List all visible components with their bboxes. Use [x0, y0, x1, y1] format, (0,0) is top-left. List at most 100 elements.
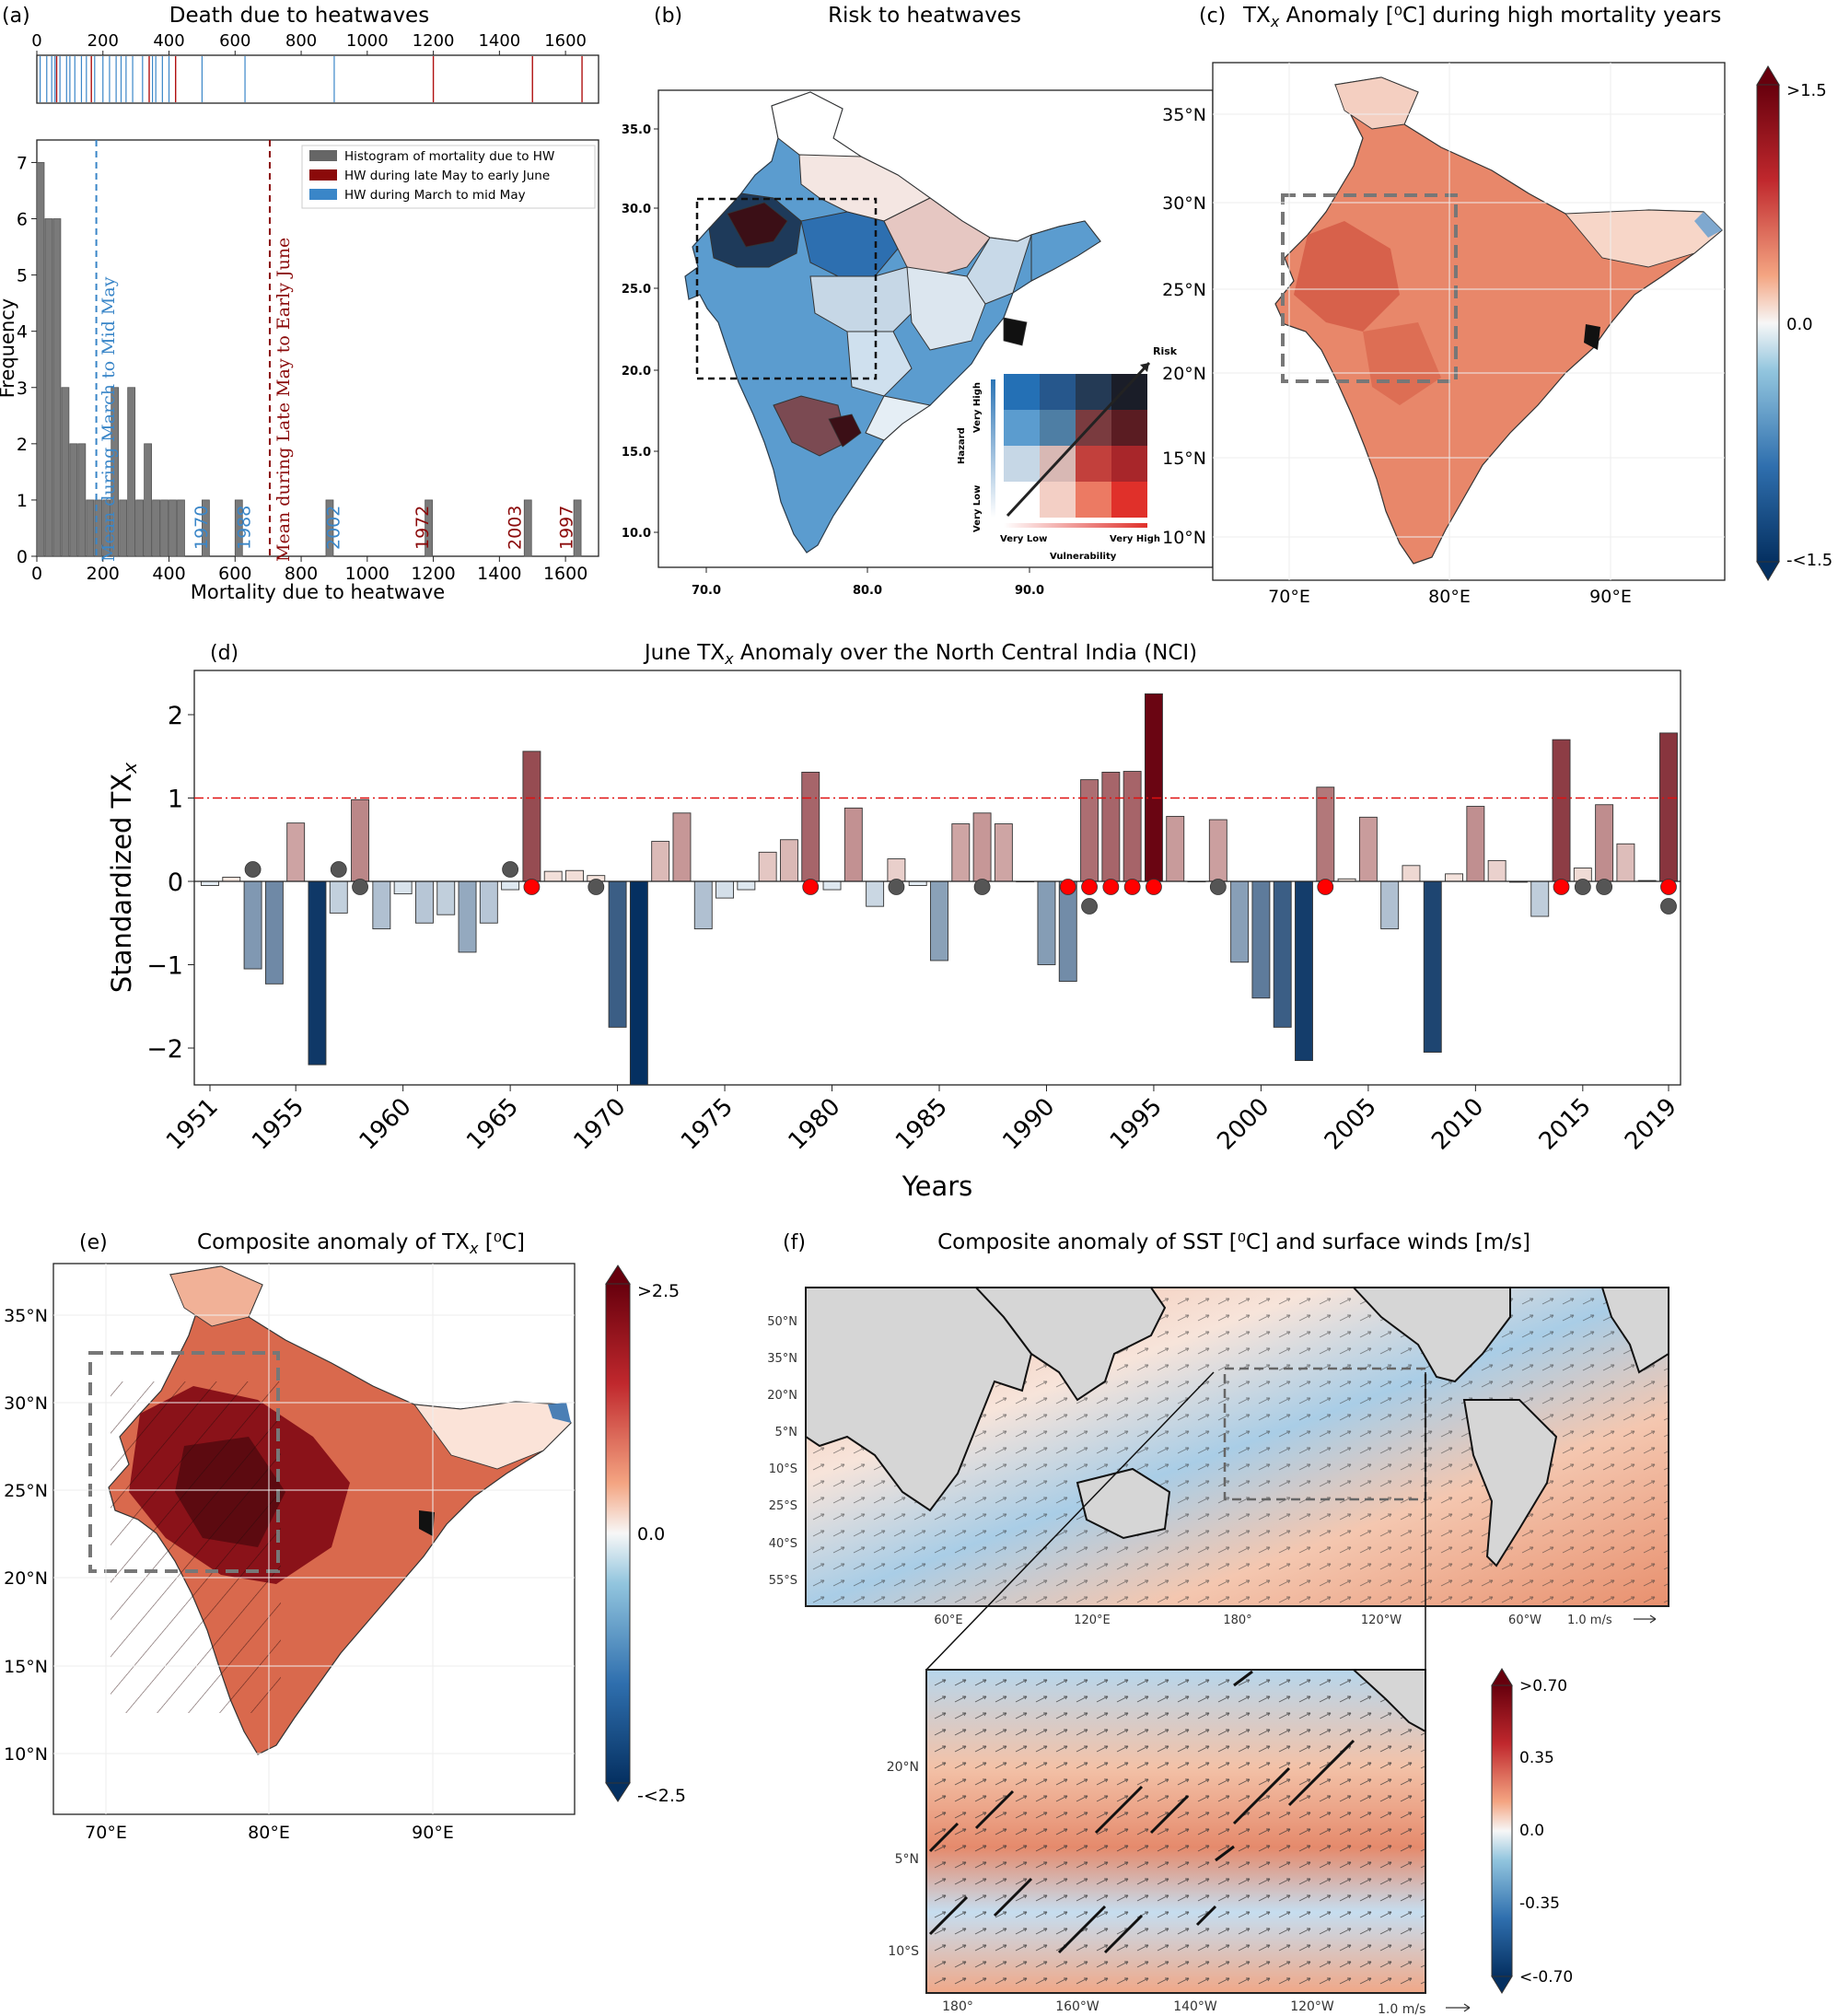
- anomaly-bar: [222, 877, 241, 882]
- lat-tick-label: 10°N: [4, 1744, 48, 1765]
- lon-tick-label: 120°E: [1074, 1614, 1111, 1627]
- x-tick-label: 1951: [161, 1093, 224, 1156]
- y-tick-label: 7: [17, 153, 28, 173]
- panel-c-title: TXx Anomaly [⁰C] during high mortality y…: [1242, 4, 1721, 30]
- colorbar-e: >2.5 0.0 -<2.5: [605, 1264, 686, 1806]
- grey-marker: [888, 879, 905, 895]
- composite-map-lat-ticks: 35°N 30°N 25°N 20°N 15°N 10°N: [4, 1306, 575, 1765]
- lat-tick-label: 25°N: [1162, 280, 1206, 300]
- year-label: 1972: [413, 506, 433, 550]
- lat-tick-label: 25°N: [4, 1481, 48, 1501]
- anomaly-bar: [994, 823, 1013, 882]
- histogram-bar: [135, 499, 145, 557]
- histogram-bar: [177, 499, 185, 557]
- anomaly-bar: [1037, 880, 1056, 965]
- grey-marker: [1574, 879, 1591, 895]
- lat-tick-label: 25.0: [622, 283, 651, 297]
- anomaly-bar: [1487, 859, 1506, 882]
- y-tick-label: 1: [168, 786, 183, 814]
- txx-map-lon-ticks: 70°E 80°E 90°E: [1268, 63, 1632, 607]
- lat-tick-label: 10°N: [1162, 528, 1206, 548]
- anomaly-bar: [951, 823, 971, 882]
- panel-b-title: Risk to heatwaves: [828, 4, 1021, 28]
- grey-marker: [1209, 879, 1227, 895]
- grey-marker: [502, 861, 519, 878]
- anomaly-bar: [458, 880, 477, 953]
- histogram-bar: [234, 499, 243, 557]
- red-marker: [1081, 879, 1098, 895]
- anomaly-bar: [264, 880, 284, 985]
- red-marker: [1553, 879, 1570, 895]
- y-tick-label: 5: [17, 266, 28, 286]
- cbar-c-zero: 0.0: [1786, 315, 1813, 334]
- lon-tick-label: 120°W: [1361, 1614, 1402, 1627]
- y-tick-label: 2: [17, 435, 28, 455]
- year-label: 1988: [234, 506, 254, 550]
- y-tick-label: 3: [17, 379, 28, 399]
- lon-tick-label: 80.0: [853, 584, 882, 598]
- zoom-line-left: [925, 1371, 1215, 1671]
- grey-marker: [244, 861, 262, 878]
- lat-tick-label: 40°S: [769, 1537, 797, 1551]
- histogram-bar: [69, 443, 78, 557]
- inset-lat-tick-label: 10°S: [888, 1944, 919, 1959]
- anomaly-bar: [758, 851, 777, 882]
- risk-legend-cell: [1111, 374, 1147, 410]
- inset-significance-hatching: [928, 1670, 1355, 1954]
- red-marker: [523, 879, 541, 895]
- anomaly-x-ticks: 1951 1955 1960 1965 1970 1975 1980 1985 1990 1995…: [161, 1085, 1682, 1156]
- panel-e: (e) Composite anomaly of TXx [⁰C] 35°N 30…: [4, 1230, 686, 1843]
- histogram-bar: [111, 387, 120, 557]
- lat-tick-label: 30°N: [4, 1393, 48, 1414]
- grey-marker: [973, 879, 991, 895]
- y-tick-label: 2: [168, 702, 183, 730]
- inset-lat-tick-label: 20°N: [887, 1760, 919, 1775]
- histogram-x-label: Mortality due to heatwave: [191, 581, 445, 603]
- x-tick-label: 0: [31, 564, 42, 584]
- risk-legend-cell: [1076, 410, 1111, 446]
- red-marker: [802, 879, 820, 895]
- histogram-y-label: Frequency: [0, 298, 18, 399]
- histogram-bar: [36, 162, 45, 557]
- anomaly-bar: [1445, 873, 1464, 882]
- risk-map-lon-ticks: 70.0 80.0 90.0: [692, 567, 1044, 598]
- anomaly-bar: [372, 880, 391, 930]
- anomaly-x-label: Years: [902, 1171, 973, 1202]
- nci-region-box: [695, 197, 878, 380]
- anomaly-bar: [779, 839, 798, 882]
- mortality-strip: [36, 54, 599, 104]
- strip-tick-label: 1600: [544, 31, 587, 51]
- anomaly-bar: [866, 880, 885, 907]
- panel-a: (a) Death due to heatwaves 0 200 400 600 800…: [0, 4, 599, 603]
- y-tick-label: 0: [168, 868, 183, 897]
- x-tick-label: 1980: [783, 1093, 845, 1156]
- anomaly-y-ticks: 2 1 0 −1 −2: [146, 702, 194, 1064]
- cbar-f-label-0: >0.70: [1519, 1677, 1567, 1696]
- anomaly-bar: [1530, 880, 1550, 917]
- anomaly-bar: [1295, 880, 1313, 1062]
- y-tick-label: 4: [17, 322, 28, 343]
- x-tick-label: 1960: [355, 1093, 417, 1156]
- vulnerability-very-high: Very High: [1110, 534, 1160, 544]
- anomaly-bar: [693, 880, 713, 930]
- risk-legend-cell: [1111, 410, 1147, 446]
- lon-tick-label: 90°E: [412, 1823, 454, 1843]
- panel-d: (d) June TXx Anomaly over the North Cent…: [106, 641, 1682, 1202]
- inset-lat-ticks: 20°N 5°N 10°S: [887, 1760, 919, 1959]
- colorbar-c: >1.5 0.0 -<1.5: [1756, 65, 1832, 581]
- vulnerability-arrow: [1004, 523, 1147, 528]
- histogram-bar: [160, 499, 169, 557]
- risk-legend-cell: [1040, 482, 1076, 518]
- strip-tick-label: 1400: [478, 31, 520, 51]
- mean-red-label: Mean during Late May to Early June: [273, 238, 294, 562]
- inset-lat-tick-label: 5°N: [895, 1852, 919, 1867]
- anomaly-bar: [1166, 815, 1185, 882]
- cbar-c-min: -<1.5: [1786, 551, 1832, 570]
- histogram-bar: [102, 499, 111, 557]
- vulnerability-label: Vulnerability: [1050, 552, 1117, 562]
- histogram-bar: [325, 499, 334, 557]
- lon-tick-label: 70.0: [692, 584, 721, 598]
- cbar-f-label-1: 0.35: [1519, 1749, 1554, 1767]
- cbar-f-label-2: 0.0: [1519, 1822, 1544, 1840]
- anomaly-bar: [1144, 693, 1163, 882]
